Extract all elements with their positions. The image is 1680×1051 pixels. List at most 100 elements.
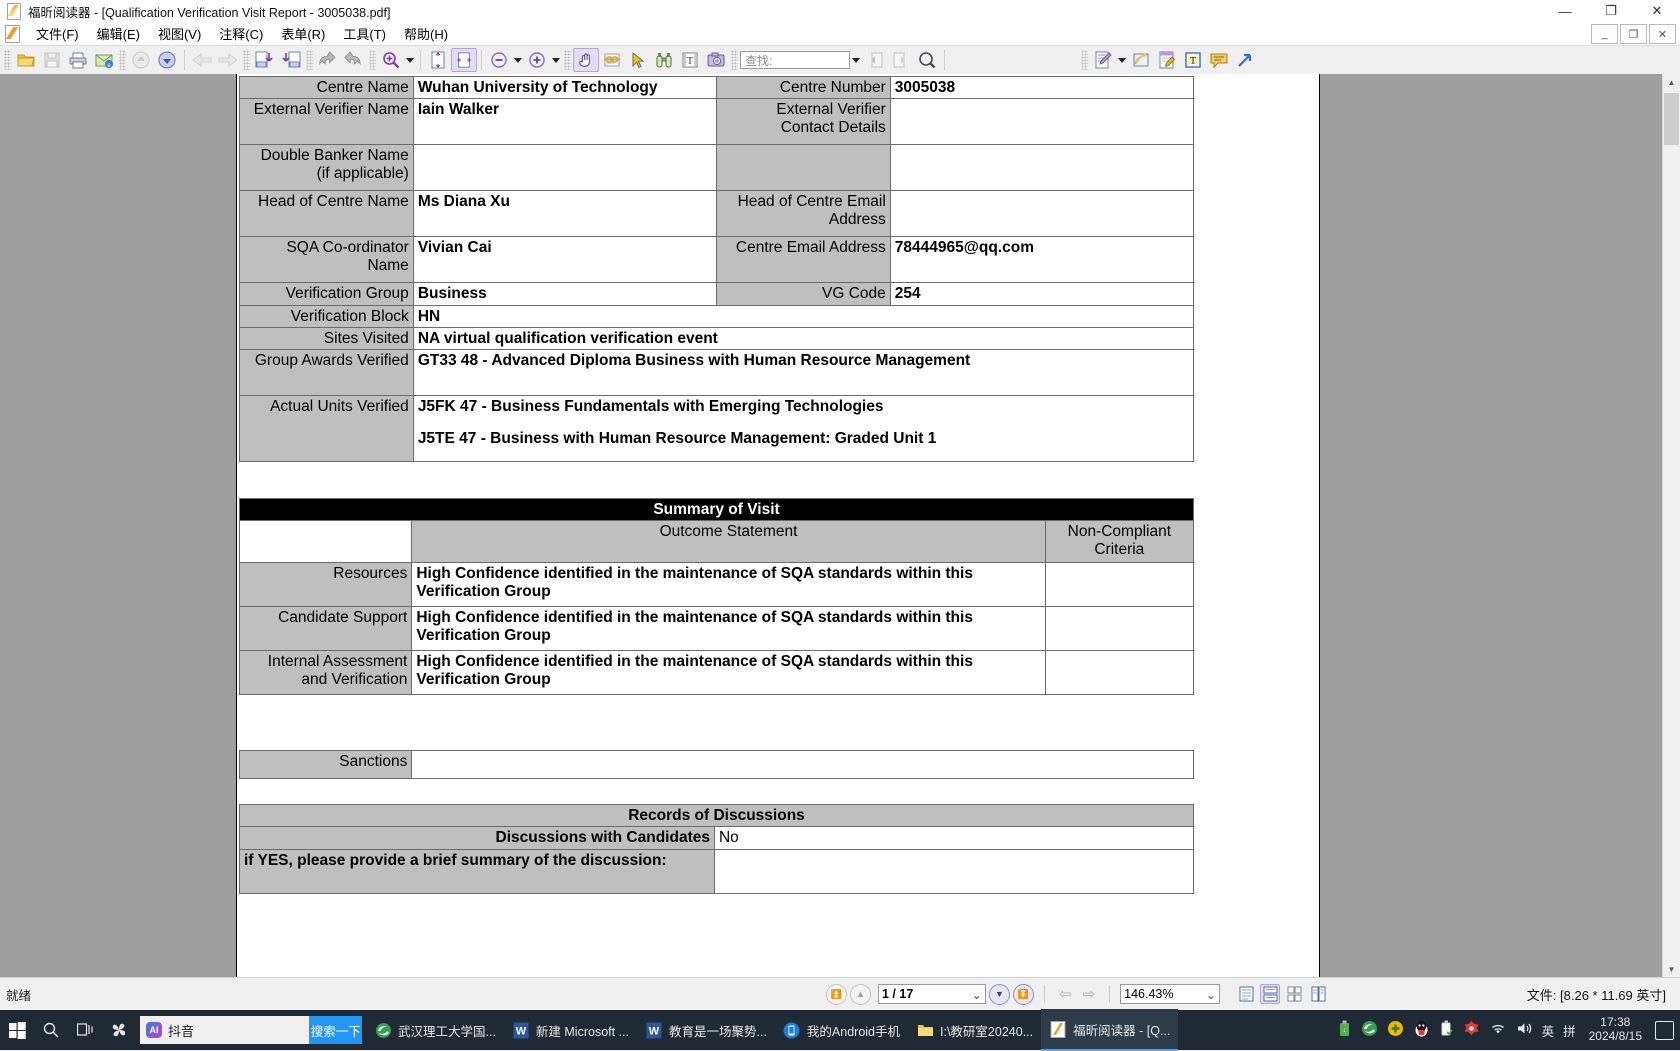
single-page-view-icon[interactable]	[1236, 984, 1256, 1004]
ime-mode-indicator[interactable]: 拼	[1563, 1024, 1576, 1039]
wifi-icon[interactable]	[1489, 1021, 1507, 1039]
first-page-button[interactable]: ⏫	[826, 983, 847, 1005]
document-close-button[interactable]: ✕	[1649, 24, 1676, 44]
toolbar-grip[interactable]	[369, 50, 376, 70]
document-viewport[interactable]: Centre Name Wuhan University of Technolo…	[0, 74, 1680, 978]
zoom-in-icon[interactable]	[524, 48, 550, 72]
menu-edit[interactable]: 编辑(E)	[96, 27, 140, 42]
previous-page-button[interactable]: ▲	[850, 983, 871, 1005]
volume-icon[interactable]	[1516, 1021, 1533, 1039]
task-view-button[interactable]	[68, 1010, 102, 1050]
search-query-row[interactable]: AI 抖音	[140, 1021, 309, 1040]
text-box-icon[interactable]: T	[1180, 48, 1206, 72]
menu-view[interactable]: 视图(V)	[157, 27, 202, 42]
first-page-icon[interactable]	[252, 48, 278, 72]
zoom-out-icon[interactable]	[486, 48, 512, 72]
binoculars-icon[interactable]	[651, 48, 677, 72]
select-text-icon[interactable]	[625, 48, 651, 72]
open-folder-icon[interactable]	[13, 48, 39, 72]
sticky-note-icon[interactable]	[1206, 48, 1232, 72]
save-icon[interactable]	[39, 48, 65, 72]
update-tray-icon[interactable]	[1387, 1020, 1404, 1040]
menu-form[interactable]: 表单(R)	[281, 27, 326, 42]
pencil-draw-icon[interactable]	[1128, 48, 1154, 72]
search-icon[interactable]	[914, 48, 940, 72]
zoom-level-input[interactable]: 146.43% ⌄	[1120, 984, 1221, 1004]
hand-tool-icon[interactable]	[573, 48, 599, 72]
snapshot-icon[interactable]	[703, 48, 729, 72]
back-navigation-icon[interactable]: ⇦	[1059, 986, 1072, 1003]
action-center-icon[interactable]	[1655, 1020, 1674, 1040]
typewriter-icon[interactable]	[1090, 48, 1116, 72]
highlight-reader-icon[interactable]	[599, 48, 625, 72]
undo-icon[interactable]	[315, 48, 341, 72]
toolbar-grip[interactable]	[1081, 50, 1088, 70]
start-button[interactable]	[0, 1010, 34, 1050]
forward-navigation-icon[interactable]: ⇨	[1082, 986, 1096, 1003]
facing-view-icon[interactable]	[1284, 984, 1304, 1004]
taskbar-search-button[interactable]	[34, 1010, 68, 1050]
scroll-down-icon[interactable]: ▼	[1663, 961, 1680, 978]
ime-language-indicator[interactable]: 英	[1541, 1024, 1555, 1039]
close-button[interactable]: ✕	[1651, 3, 1663, 18]
taskbar-search-field[interactable]: AI 抖音 搜索一下	[140, 1016, 362, 1044]
print-icon[interactable]	[65, 48, 91, 72]
taskbar-item-word-new[interactable]: W 新建 Microsoft ...	[504, 1010, 637, 1050]
find-next-icon[interactable]	[888, 48, 914, 72]
taskbar-item-edge[interactable]: 武汉理工大学国...	[366, 1010, 504, 1050]
scroll-up-icon[interactable]: ▲	[1663, 74, 1680, 91]
page-down-icon[interactable]	[154, 48, 180, 72]
document-restore-button[interactable]: ❐	[1620, 24, 1647, 44]
toolbar-grip[interactable]	[119, 50, 126, 70]
menu-comment[interactable]: 注释(C)	[219, 27, 264, 42]
next-page-button[interactable]: ▼	[989, 983, 1010, 1005]
fit-width-icon[interactable]	[451, 48, 477, 72]
arrow-tool-icon[interactable]	[1232, 48, 1258, 72]
continuous-facing-view-icon[interactable]	[1308, 984, 1328, 1004]
toolbar-grip[interactable]	[4, 50, 11, 70]
zoom-dropdown-caret-icon[interactable]: ⌄	[1205, 987, 1217, 1002]
taskbar-item-folder[interactable]: I:\教研室20240...	[908, 1010, 1041, 1050]
last-page-icon[interactable]	[278, 48, 304, 72]
find-dropdown-icon[interactable]	[850, 48, 862, 72]
taskbar-clock[interactable]: 17:38 2024/8/15	[1585, 1015, 1646, 1044]
redo-icon[interactable]	[341, 48, 367, 72]
qq-tray-icon[interactable]	[1413, 1020, 1430, 1040]
search-submit-button[interactable]: 搜索一下	[309, 1016, 362, 1044]
note-edit-icon[interactable]	[1154, 48, 1180, 72]
continuous-view-icon[interactable]	[1260, 984, 1281, 1004]
text-viewer-icon[interactable]: T	[677, 48, 703, 72]
fit-page-icon[interactable]	[425, 48, 451, 72]
toolbar-grip[interactable]	[306, 50, 313, 70]
safely-remove-hardware-icon[interactable]	[1439, 1020, 1454, 1040]
zoom-out-dropdown-icon[interactable]	[512, 48, 524, 72]
zoom-in-tool-icon[interactable]	[378, 48, 404, 72]
scrollbar-thumb[interactable]	[1664, 93, 1679, 145]
menu-file[interactable]: 文件(F)	[36, 27, 79, 42]
edge-tray-icon[interactable]	[1361, 1020, 1378, 1040]
toolbar-grip[interactable]	[731, 50, 738, 70]
minimize-button[interactable]: —	[1558, 3, 1572, 19]
menu-tools[interactable]: 工具(T)	[343, 27, 386, 42]
fan-app-button[interactable]	[102, 1010, 136, 1050]
antivirus-tray-icon[interactable]	[1463, 1020, 1480, 1040]
zoom-in-dropdown-icon[interactable]	[550, 48, 562, 72]
find-previous-icon[interactable]	[862, 48, 888, 72]
toolbar-grip[interactable]	[243, 50, 250, 70]
taskbar-item-word-edu[interactable]: W 教育是一场聚势...	[637, 1010, 775, 1050]
typewriter-dropdown-icon[interactable]	[1116, 48, 1128, 72]
next-view-icon[interactable]	[215, 48, 241, 72]
document-minimize-button[interactable]: _	[1591, 24, 1618, 44]
previous-view-icon[interactable]	[189, 48, 215, 72]
page-up-icon[interactable]	[128, 48, 154, 72]
toolbar-grip[interactable]	[564, 50, 571, 70]
find-input[interactable]: 查找:	[740, 51, 850, 69]
vertical-scrollbar[interactable]: ▲ ▼	[1662, 74, 1680, 978]
menu-help[interactable]: 帮助(H)	[404, 27, 449, 42]
page-dropdown-icon[interactable]: ⌄	[971, 987, 982, 1002]
maximize-button[interactable]: ❐	[1605, 3, 1617, 18]
taskbar-item-android-phone[interactable]: 我的Android手机	[775, 1010, 908, 1050]
email-icon[interactable]: e	[91, 48, 117, 72]
last-page-button[interactable]: ⏬	[1013, 983, 1034, 1005]
taskbar-item-foxit-reader[interactable]: 福昕阅读器 - [Q...	[1041, 1009, 1179, 1051]
